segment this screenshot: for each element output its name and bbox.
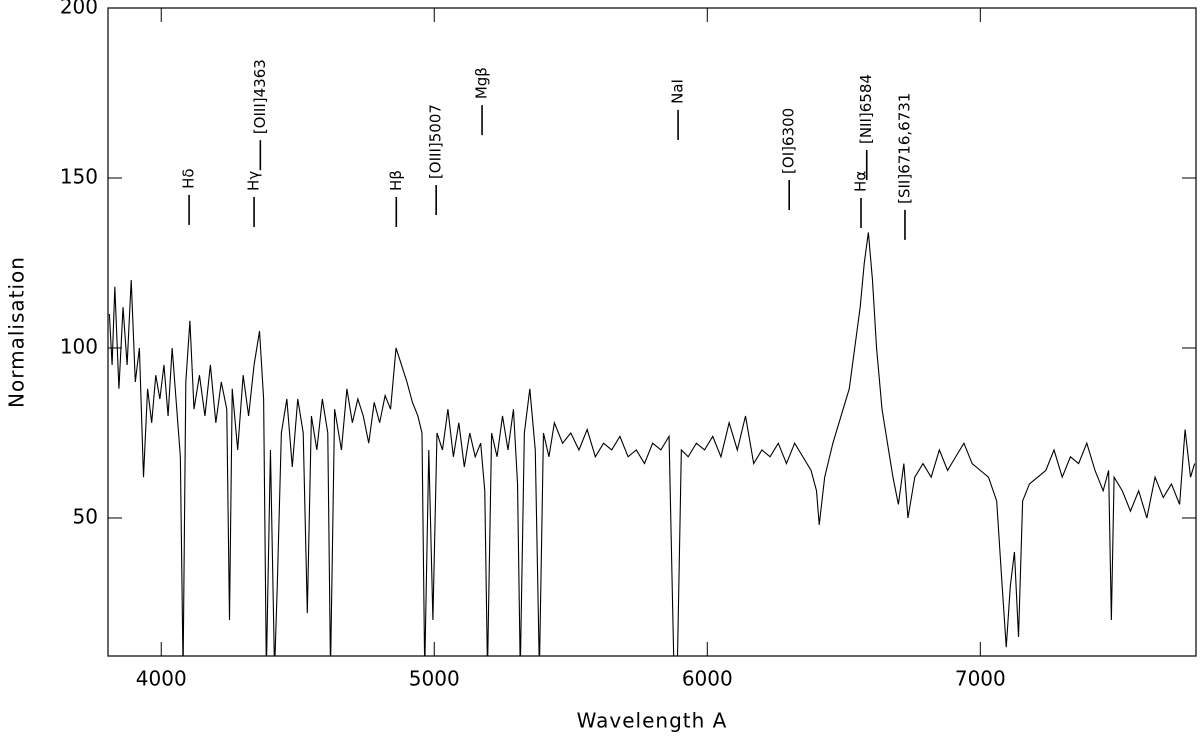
spectrum-line — [108, 232, 1196, 656]
line-label: [OIII]4363 — [251, 59, 269, 134]
line-label: Hγ — [245, 171, 263, 191]
line-label: [SII]6716,6731 — [895, 93, 913, 204]
line-label: [OIII]5007 — [427, 104, 445, 179]
y-tick-label: 200 — [60, 0, 98, 19]
line-label: Hβ — [387, 170, 405, 191]
y-tick-label: 150 — [60, 164, 98, 188]
x-tick-label: 7000 — [955, 667, 1006, 691]
line-label: [OI]6300 — [780, 108, 798, 174]
y-axis-title: Normalisation — [5, 256, 29, 408]
y-tick-label: 100 — [60, 334, 98, 358]
plot-frame — [107, 7, 1197, 657]
x-tick-label: 6000 — [682, 667, 733, 691]
line-label: Hα — [851, 171, 869, 192]
line-label: Hδ — [180, 168, 198, 188]
line-label: Mgβ — [473, 67, 491, 99]
y-tick-label: 50 — [73, 504, 98, 528]
line-label: NaI — [669, 79, 687, 104]
line-label: [NII]6584 — [857, 74, 875, 144]
x-axis-title: Wavelength A — [577, 709, 728, 733]
x-tick-label: 5000 — [409, 667, 460, 691]
x-tick-label: 4000 — [136, 667, 187, 691]
